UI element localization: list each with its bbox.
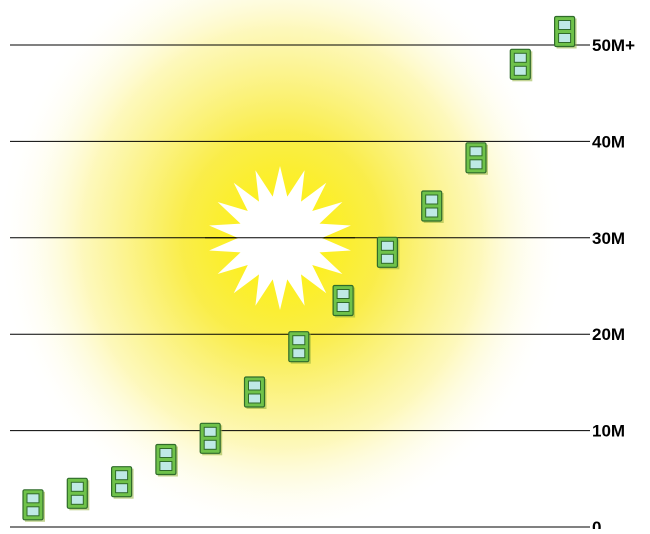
data-point-3 [110, 466, 134, 499]
window-icon-pane-bottom [469, 159, 483, 170]
data-point-4 [155, 443, 178, 477]
y-axis-ticks: 0 10M 20M 30M 40M 50M+ [592, 36, 635, 534]
data-point-9 [376, 236, 400, 270]
data-point-12 [509, 48, 533, 82]
window-icon-pane-top [26, 493, 40, 504]
data-point-10 [421, 190, 444, 223]
window-icon-pane-bottom [558, 33, 572, 43]
window-icon-pane-top [159, 448, 173, 458]
window-icon-pane-bottom [159, 461, 173, 471]
window-icon-pane-bottom [336, 302, 350, 312]
window-icon-pane-bottom [70, 494, 84, 505]
window-icon-pane-bottom [115, 483, 129, 494]
window-icon-pane-bottom [513, 65, 527, 76]
data-point-8 [332, 284, 356, 318]
window-icon-pane-top [248, 380, 261, 391]
data-point-7 [288, 331, 311, 364]
window-icon-pane-top [469, 146, 483, 157]
y-tick-label-3: 30M [592, 229, 625, 248]
y-tick-label-4: 40M [592, 132, 625, 151]
data-points [22, 15, 577, 522]
window-icon-pane-top [203, 426, 217, 437]
y-tick-label-2: 20M [592, 325, 625, 344]
y-tick-label-0: 0 [592, 518, 601, 529]
y-tick-label-5: 50M+ [592, 36, 635, 55]
window-icon-pane-top [115, 470, 129, 481]
window-icon-pane-bottom [248, 393, 261, 404]
data-point-11 [465, 142, 488, 175]
sun-burst-icon [205, 166, 355, 310]
window-icon-pane-top [513, 52, 527, 63]
data-point-6 [243, 376, 267, 409]
window-icon-pane-bottom [292, 348, 306, 359]
window-icon-pane-bottom [380, 253, 394, 264]
window-icon-pane-bottom [425, 207, 439, 218]
window-icon-pane-top [292, 335, 306, 346]
data-point-13 [553, 15, 577, 49]
data-point-1 [22, 489, 45, 522]
y-tick-label-1: 10M [592, 422, 625, 441]
window-icon-pane-top [380, 240, 394, 251]
window-icon-pane-bottom [26, 506, 40, 517]
window-icon-pane-top [425, 194, 439, 205]
window-icon-pane-top [336, 289, 350, 299]
window-icon-pane-top [558, 20, 572, 30]
window-icon-pane-bottom [203, 439, 217, 450]
window-icon-pane-top [70, 481, 84, 492]
data-point-2 [66, 477, 90, 511]
data-point-5 [199, 422, 223, 456]
